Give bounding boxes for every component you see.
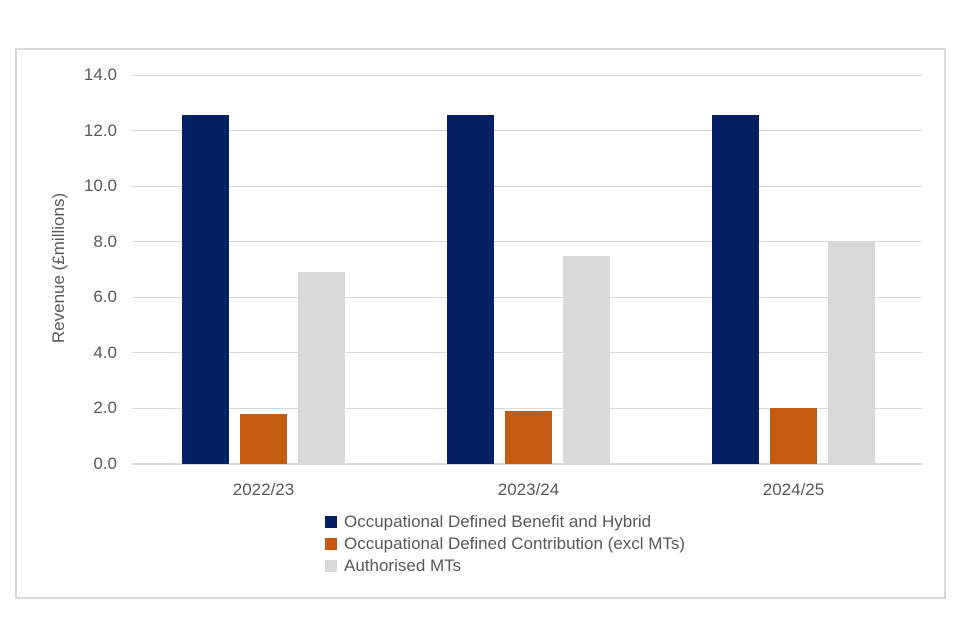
gridline: [132, 241, 922, 243]
bar: [447, 115, 494, 464]
y-axis-title: Revenue (£millions): [49, 192, 68, 344]
y-tick-label: 0.0: [93, 454, 117, 473]
gridline: [132, 352, 922, 354]
bar: [505, 411, 552, 464]
bar: [828, 241, 875, 464]
legend-item: Occupational Defined Benefit and Hybrid: [325, 511, 685, 533]
legend-item: Occupational Defined Contribution (excl …: [325, 533, 685, 555]
gridline: [132, 130, 922, 132]
legend-label: Occupational Defined Contribution (excl …: [344, 534, 686, 553]
x-tick-label: 2022/23: [232, 480, 295, 499]
chart-container: Revenue (£millions) Occupational Defined…: [15, 48, 946, 599]
legend-label: Authorised MTs: [344, 556, 462, 575]
bar: [240, 414, 287, 464]
y-tick-label: 10.0: [83, 176, 117, 196]
legend-label: Occupational Defined Benefit and Hybrid: [344, 512, 652, 531]
y-tick-label: 2.0: [93, 398, 117, 418]
x-tick-label: 2023/24: [497, 480, 560, 499]
x-axis-line: [132, 463, 922, 465]
y-tick-label: 12.0: [83, 120, 117, 140]
y-tick-label: 14.0: [83, 65, 117, 84]
bar: [182, 115, 229, 464]
y-tick-label: 8.0: [93, 231, 117, 251]
gridline: [132, 74, 922, 76]
bar: [712, 115, 759, 464]
gridline: [132, 185, 922, 187]
gridline: [132, 407, 922, 409]
bar: [770, 408, 817, 464]
legend-swatch: [325, 560, 337, 572]
legend-item: Authorised MTs: [325, 555, 685, 577]
y-tick-label: 6.0: [93, 287, 117, 307]
legend: Occupational Defined Benefit and Hybrid O…: [325, 511, 685, 577]
x-tick-label: 2024/25: [762, 480, 825, 499]
bar: [298, 272, 345, 464]
y-tick-label: 4.0: [93, 342, 117, 362]
legend-swatch: [325, 538, 337, 550]
bar: [563, 255, 610, 464]
gridline: [132, 296, 922, 298]
legend-swatch: [325, 516, 337, 528]
